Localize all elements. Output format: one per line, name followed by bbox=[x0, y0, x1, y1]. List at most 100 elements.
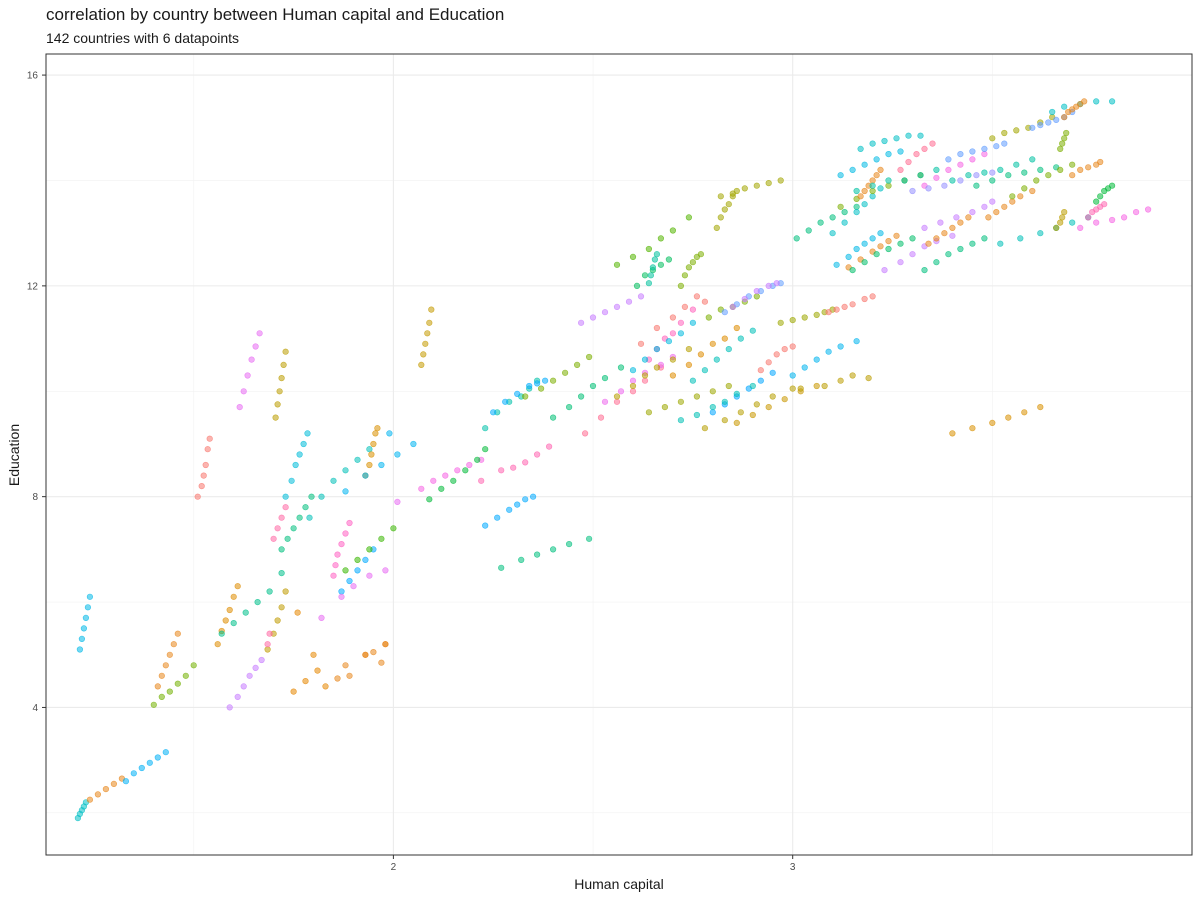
data-point bbox=[1108, 182, 1116, 189]
data-point bbox=[166, 651, 173, 658]
data-point bbox=[362, 651, 369, 658]
data-point bbox=[869, 293, 876, 300]
data-point bbox=[721, 309, 728, 316]
data-point bbox=[781, 346, 788, 353]
data-point bbox=[717, 214, 724, 221]
data-point bbox=[753, 288, 760, 295]
data-point bbox=[1037, 121, 1044, 129]
data-point bbox=[1144, 206, 1152, 213]
data-point bbox=[733, 390, 740, 398]
data-point bbox=[296, 514, 303, 521]
data-point bbox=[86, 796, 93, 803]
data-point bbox=[1049, 108, 1056, 116]
data-point bbox=[981, 169, 988, 176]
data-point bbox=[522, 496, 529, 503]
data-point bbox=[234, 583, 241, 590]
data-point bbox=[454, 467, 461, 474]
data-point bbox=[518, 556, 525, 564]
data-point bbox=[370, 648, 377, 656]
data-point bbox=[773, 280, 780, 287]
data-point bbox=[989, 198, 996, 205]
data-point bbox=[280, 361, 287, 369]
data-point bbox=[651, 256, 659, 263]
data-point bbox=[290, 525, 297, 532]
data-point bbox=[985, 214, 992, 221]
data-point bbox=[276, 388, 283, 395]
data-point bbox=[773, 351, 780, 358]
data-point bbox=[949, 224, 956, 231]
data-point bbox=[332, 562, 339, 569]
data-point bbox=[837, 343, 844, 350]
data-point bbox=[318, 614, 325, 622]
data-point bbox=[633, 282, 641, 290]
data-point bbox=[941, 182, 948, 189]
data-point bbox=[657, 261, 665, 268]
data-point bbox=[1063, 129, 1070, 137]
data-point bbox=[274, 617, 281, 624]
data-point bbox=[945, 156, 952, 163]
data-point bbox=[1013, 161, 1020, 168]
data-point bbox=[829, 230, 836, 237]
data-point bbox=[989, 169, 996, 176]
data-point bbox=[649, 264, 657, 271]
data-point bbox=[897, 166, 904, 173]
data-point bbox=[709, 404, 716, 411]
data-point bbox=[1077, 166, 1084, 173]
data-point bbox=[677, 417, 685, 424]
data-point bbox=[214, 641, 221, 648]
data-point bbox=[1037, 166, 1044, 173]
data-point bbox=[629, 377, 637, 384]
data-point bbox=[330, 572, 337, 579]
data-point bbox=[86, 593, 93, 600]
data-point bbox=[1069, 161, 1076, 168]
data-point bbox=[765, 359, 772, 366]
data-point bbox=[729, 190, 736, 197]
data-point bbox=[278, 604, 285, 611]
data-point bbox=[833, 306, 840, 313]
data-point bbox=[1093, 198, 1100, 205]
data-point bbox=[613, 393, 621, 400]
data-point bbox=[993, 143, 1000, 150]
data-point bbox=[645, 409, 653, 416]
data-point bbox=[529, 493, 537, 500]
data-point bbox=[873, 156, 880, 163]
data-point bbox=[753, 401, 760, 408]
data-point bbox=[853, 187, 860, 195]
data-point bbox=[665, 338, 673, 345]
data-point bbox=[905, 158, 912, 166]
data-point bbox=[893, 232, 900, 239]
data-point bbox=[921, 224, 928, 231]
data-point bbox=[797, 385, 804, 392]
data-point bbox=[1069, 219, 1076, 226]
data-point bbox=[294, 609, 301, 616]
data-point bbox=[230, 593, 237, 600]
data-point bbox=[669, 330, 677, 337]
data-point bbox=[154, 754, 161, 761]
data-point bbox=[725, 382, 732, 390]
data-point bbox=[1053, 224, 1060, 231]
data-point bbox=[749, 382, 756, 390]
data-point bbox=[897, 240, 904, 247]
data-point bbox=[378, 535, 385, 542]
data-point bbox=[789, 385, 796, 392]
data-point bbox=[1108, 216, 1116, 224]
data-point bbox=[677, 282, 685, 290]
data-point bbox=[885, 151, 892, 158]
data-point bbox=[881, 137, 888, 145]
data-point bbox=[993, 209, 1000, 216]
data-point bbox=[230, 619, 237, 627]
data-point bbox=[893, 135, 900, 142]
data-point bbox=[122, 778, 129, 785]
data-point bbox=[526, 382, 533, 390]
data-point bbox=[248, 356, 255, 363]
data-point bbox=[641, 356, 649, 363]
data-point bbox=[665, 256, 673, 263]
data-point bbox=[697, 251, 705, 258]
data-point bbox=[426, 319, 433, 326]
data-point bbox=[1061, 209, 1068, 216]
data-point bbox=[965, 172, 972, 179]
data-point bbox=[346, 519, 353, 527]
data-point bbox=[278, 375, 285, 382]
data-point bbox=[438, 485, 445, 492]
data-point bbox=[645, 280, 653, 287]
